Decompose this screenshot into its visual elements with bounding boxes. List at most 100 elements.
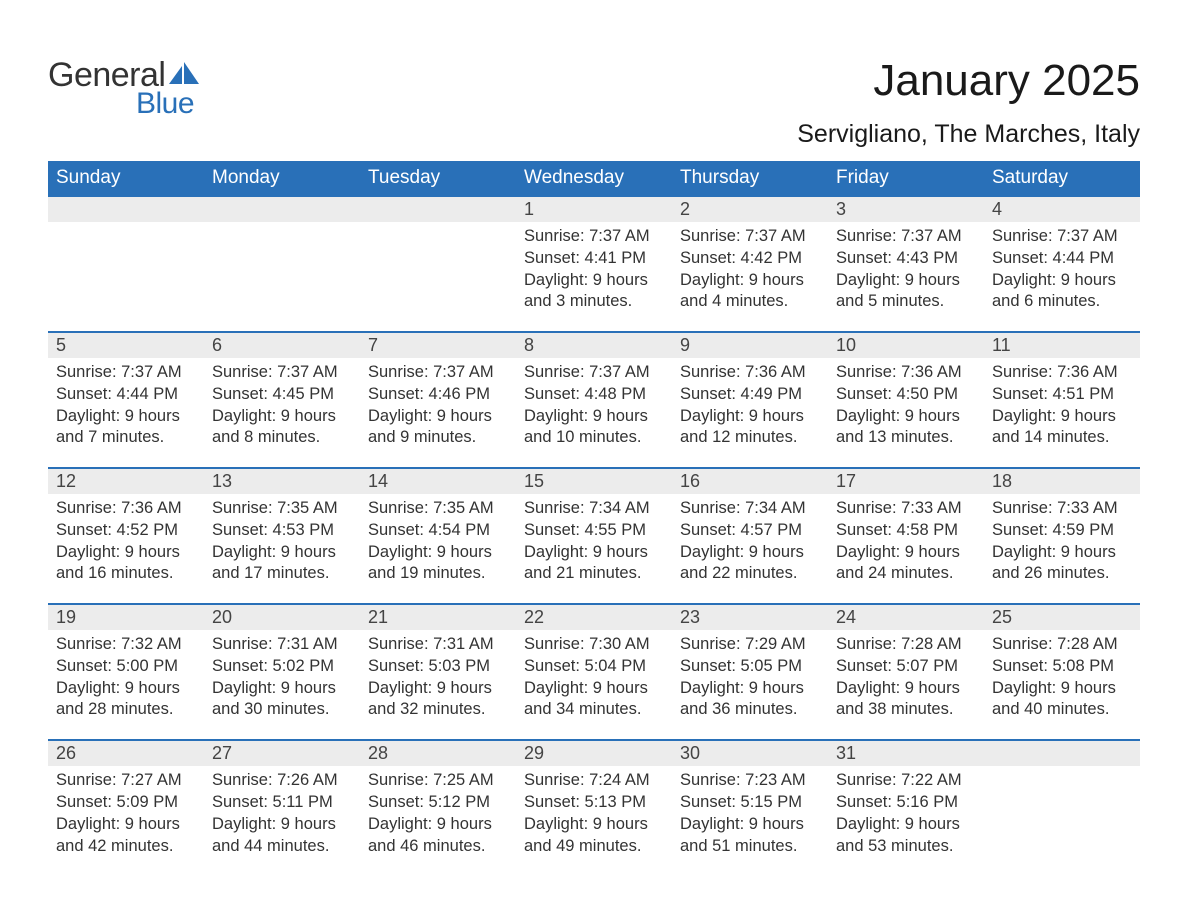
day-content-row: Sunrise: 7:36 AMSunset: 4:52 PMDaylight:… [48, 494, 1140, 604]
sunset-text: Sunset: 4:48 PM [524, 384, 664, 406]
day-number-cell [204, 196, 360, 222]
day-content-cell: Sunrise: 7:37 AMSunset: 4:46 PMDaylight:… [360, 358, 516, 468]
col-header: Friday [828, 161, 984, 196]
col-header: Wednesday [516, 161, 672, 196]
daylight-text-1: Daylight: 9 hours [212, 406, 352, 428]
sunrise-text: Sunrise: 7:37 AM [212, 362, 352, 384]
daylight-text-1: Daylight: 9 hours [56, 542, 196, 564]
sunrise-text: Sunrise: 7:37 AM [836, 226, 976, 248]
logo-sail-icon [169, 62, 199, 89]
day-number-cell: 2 [672, 196, 828, 222]
daylight-text-1: Daylight: 9 hours [524, 814, 664, 836]
col-header: Sunday [48, 161, 204, 196]
daylight-text-1: Daylight: 9 hours [836, 814, 976, 836]
sunset-text: Sunset: 5:12 PM [368, 792, 508, 814]
day-number: 24 [836, 607, 856, 627]
day-content-cell: Sunrise: 7:22 AMSunset: 5:16 PMDaylight:… [828, 766, 984, 875]
daylight-text-1: Daylight: 9 hours [368, 542, 508, 564]
sunset-text: Sunset: 5:09 PM [56, 792, 196, 814]
daylight-text-1: Daylight: 9 hours [368, 814, 508, 836]
day-content-cell: Sunrise: 7:32 AMSunset: 5:00 PMDaylight:… [48, 630, 204, 740]
day-number-cell: 18 [984, 468, 1140, 494]
daylight-text-2: and 3 minutes. [524, 291, 664, 313]
sunset-text: Sunset: 4:44 PM [992, 248, 1132, 270]
location-label: Servigliano, The Marches, Italy [797, 120, 1140, 149]
daylight-text-1: Daylight: 9 hours [56, 814, 196, 836]
day-number: 11 [992, 335, 1011, 355]
day-number: 30 [680, 743, 700, 763]
day-content-cell: Sunrise: 7:37 AMSunset: 4:41 PMDaylight:… [516, 222, 672, 332]
logo: General Blue [48, 30, 199, 121]
day-number-cell [48, 196, 204, 222]
sunset-text: Sunset: 5:16 PM [836, 792, 976, 814]
daylight-text-2: and 46 minutes. [368, 836, 508, 858]
sunrise-text: Sunrise: 7:28 AM [836, 634, 976, 656]
sunrise-text: Sunrise: 7:37 AM [368, 362, 508, 384]
daylight-text-2: and 36 minutes. [680, 699, 820, 721]
sunrise-text: Sunrise: 7:32 AM [56, 634, 196, 656]
daylight-text-2: and 14 minutes. [992, 427, 1132, 449]
sunrise-text: Sunrise: 7:23 AM [680, 770, 820, 792]
day-number: 31 [836, 743, 856, 763]
day-content-cell: Sunrise: 7:36 AMSunset: 4:51 PMDaylight:… [984, 358, 1140, 468]
daylight-text-2: and 34 minutes. [524, 699, 664, 721]
daylight-text-1: Daylight: 9 hours [680, 678, 820, 700]
daylight-text-2: and 16 minutes. [56, 563, 196, 585]
daylight-text-1: Daylight: 9 hours [212, 542, 352, 564]
daylight-text-1: Daylight: 9 hours [524, 678, 664, 700]
day-content-row: Sunrise: 7:27 AMSunset: 5:09 PMDaylight:… [48, 766, 1140, 875]
daylight-text-2: and 8 minutes. [212, 427, 352, 449]
daylight-text-1: Daylight: 9 hours [680, 406, 820, 428]
daylight-text-1: Daylight: 9 hours [212, 678, 352, 700]
day-number-row: 1234 [48, 196, 1140, 222]
daylight-text-2: and 10 minutes. [524, 427, 664, 449]
calendar-table: Sunday Monday Tuesday Wednesday Thursday… [48, 161, 1140, 875]
day-number-cell: 21 [360, 604, 516, 630]
day-number: 2 [680, 199, 690, 219]
sunrise-text: Sunrise: 7:24 AM [524, 770, 664, 792]
sunset-text: Sunset: 5:04 PM [524, 656, 664, 678]
daylight-text-2: and 13 minutes. [836, 427, 976, 449]
sunset-text: Sunset: 4:53 PM [212, 520, 352, 542]
day-number-row: 262728293031 [48, 740, 1140, 766]
sunrise-text: Sunrise: 7:37 AM [56, 362, 196, 384]
day-content-cell [48, 222, 204, 332]
day-number-cell: 27 [204, 740, 360, 766]
day-number-cell: 5 [48, 332, 204, 358]
day-number-cell: 8 [516, 332, 672, 358]
page: General Blue January 2025 Servigliano, T… [0, 0, 1188, 918]
day-content-cell: Sunrise: 7:37 AMSunset: 4:42 PMDaylight:… [672, 222, 828, 332]
day-content-cell [984, 766, 1140, 875]
day-number-cell: 31 [828, 740, 984, 766]
daylight-text-2: and 30 minutes. [212, 699, 352, 721]
day-content-cell: Sunrise: 7:36 AMSunset: 4:52 PMDaylight:… [48, 494, 204, 604]
daylight-text-1: Daylight: 9 hours [992, 406, 1132, 428]
daylight-text-1: Daylight: 9 hours [524, 406, 664, 428]
daylight-text-1: Daylight: 9 hours [368, 678, 508, 700]
day-content-cell [204, 222, 360, 332]
daylight-text-2: and 53 minutes. [836, 836, 976, 858]
daylight-text-2: and 42 minutes. [56, 836, 196, 858]
sunset-text: Sunset: 4:57 PM [680, 520, 820, 542]
sunset-text: Sunset: 4:49 PM [680, 384, 820, 406]
sunset-text: Sunset: 4:51 PM [992, 384, 1132, 406]
day-number-cell: 30 [672, 740, 828, 766]
day-number: 14 [368, 471, 388, 491]
daylight-text-2: and 7 minutes. [56, 427, 196, 449]
sunset-text: Sunset: 5:03 PM [368, 656, 508, 678]
daylight-text-2: and 19 minutes. [368, 563, 508, 585]
day-content-cell: Sunrise: 7:23 AMSunset: 5:15 PMDaylight:… [672, 766, 828, 875]
sunset-text: Sunset: 4:58 PM [836, 520, 976, 542]
day-content-cell: Sunrise: 7:24 AMSunset: 5:13 PMDaylight:… [516, 766, 672, 875]
sunset-text: Sunset: 4:46 PM [368, 384, 508, 406]
daylight-text-2: and 26 minutes. [992, 563, 1132, 585]
day-number-cell: 3 [828, 196, 984, 222]
day-number: 20 [212, 607, 232, 627]
day-number: 12 [56, 471, 76, 491]
sunset-text: Sunset: 4:50 PM [836, 384, 976, 406]
day-number-cell: 22 [516, 604, 672, 630]
sunrise-text: Sunrise: 7:35 AM [368, 498, 508, 520]
day-number-cell: 23 [672, 604, 828, 630]
sunrise-text: Sunrise: 7:31 AM [368, 634, 508, 656]
day-number-cell: 11 [984, 332, 1140, 358]
